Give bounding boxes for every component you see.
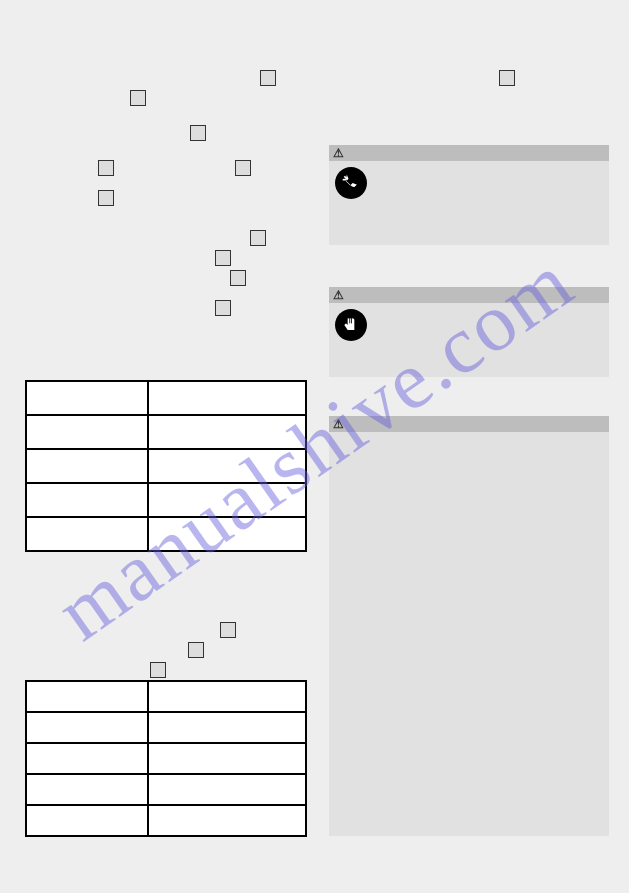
ref-box (250, 230, 266, 246)
table-cell (26, 805, 148, 836)
warning-triangle-icon: ⚠ (333, 288, 344, 302)
table-2 (25, 680, 307, 837)
table-cell (26, 483, 148, 517)
table-cell (148, 415, 306, 449)
table-cell (26, 517, 148, 551)
left-column (20, 30, 315, 863)
warning-header: ⚠ (329, 287, 609, 303)
table-cell (148, 381, 306, 415)
page-content: ⚠ ⚠ ⚠ (20, 30, 609, 863)
table-cell (148, 681, 306, 712)
table-cell (148, 774, 306, 805)
table-cell (26, 681, 148, 712)
warning-triangle-icon: ⚠ (333, 417, 344, 431)
ref-box (215, 300, 231, 316)
ref-box (190, 125, 206, 141)
ref-box (150, 662, 166, 678)
table-cell (26, 774, 148, 805)
table-cell (148, 449, 306, 483)
footer-bar (0, 863, 629, 893)
warning-body (329, 432, 609, 848)
ref-box (230, 270, 246, 286)
ref-box (98, 160, 114, 176)
ref-box (235, 160, 251, 176)
ref-box (215, 250, 231, 266)
ref-box (499, 70, 515, 86)
warning-header: ⚠ (329, 145, 609, 161)
table-cell (148, 483, 306, 517)
table-1 (25, 380, 307, 552)
gloves-icon (335, 309, 367, 341)
table-cell (148, 712, 306, 743)
ref-box (98, 190, 114, 206)
ref-box (260, 70, 276, 86)
warning-triangle-icon: ⚠ (333, 146, 344, 160)
ref-box (130, 90, 146, 106)
warning-body (329, 303, 609, 379)
warning-box-1: ⚠ (329, 145, 609, 245)
ref-box (220, 622, 236, 638)
unplug-icon (335, 167, 367, 199)
header-bar (0, 0, 629, 30)
table-cell (148, 517, 306, 551)
table-cell (148, 743, 306, 774)
table-cell (148, 805, 306, 836)
warning-box-3: ⚠ (329, 416, 609, 836)
right-column: ⚠ ⚠ ⚠ (329, 30, 609, 863)
table-cell (26, 743, 148, 774)
warning-box-2: ⚠ (329, 287, 609, 377)
table-cell (26, 415, 148, 449)
table-cell (26, 712, 148, 743)
warning-header: ⚠ (329, 416, 609, 432)
table-cell (26, 381, 148, 415)
ref-box (188, 642, 204, 658)
table-cell (26, 449, 148, 483)
warning-body (329, 161, 609, 237)
